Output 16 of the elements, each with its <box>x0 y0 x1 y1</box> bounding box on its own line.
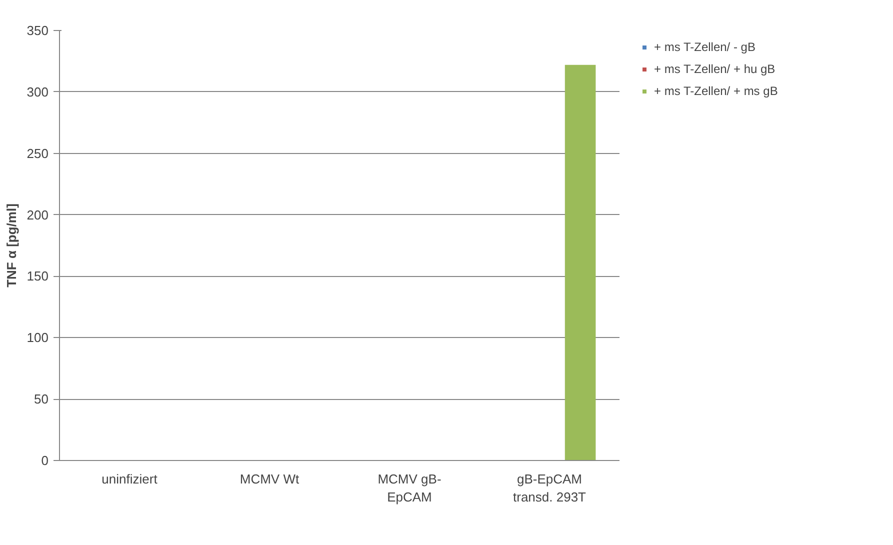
x-tick-label: MCMV Wt <box>240 472 300 486</box>
y-tick-label: 300 <box>26 84 49 100</box>
y-tick-label: 0 <box>41 453 49 468</box>
y-tick-label: 100 <box>26 330 49 346</box>
legend-label: + ms T-Zellen/ - gB <box>654 40 756 54</box>
y-tick-label: 250 <box>26 146 49 161</box>
y-tick-label: 350 <box>26 23 49 38</box>
y-axis-title: TNF α [pg/ml] <box>4 204 19 288</box>
y-tick-label: 200 <box>26 207 49 222</box>
legend-label: + ms T-Zellen/ + hu gB <box>654 62 776 76</box>
x-tick-label: uninfiziert <box>102 472 158 486</box>
x-tick-label: gB-EpCAM transd. 293T <box>513 472 586 504</box>
y-tick-label: 150 <box>26 268 49 284</box>
y-tick-label: 50 <box>34 392 49 407</box>
legend-label: + ms T-Zellen/ + ms gB <box>654 84 778 98</box>
x-tick-label: MCMV gB- EpCAM <box>378 472 442 504</box>
